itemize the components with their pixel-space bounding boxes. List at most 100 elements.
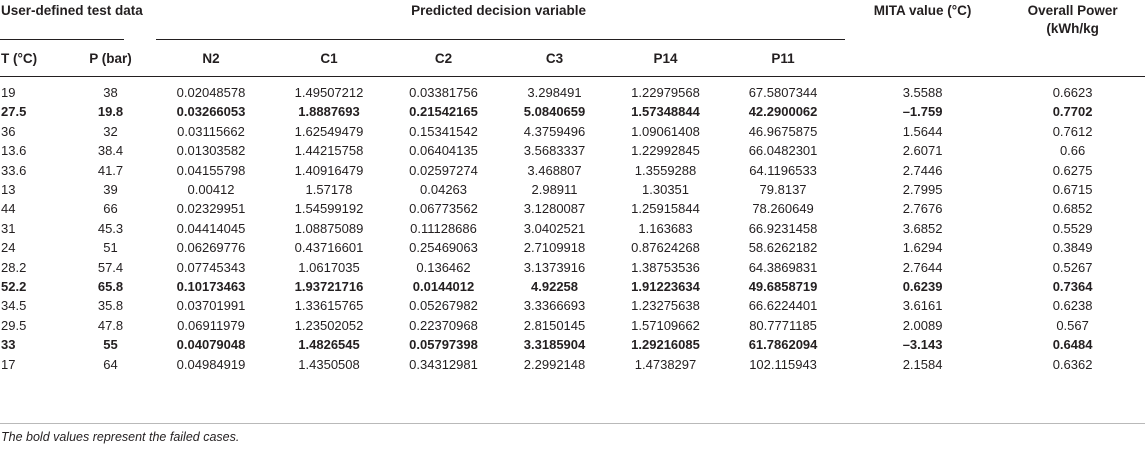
cell-p11: 78.260649 xyxy=(752,201,814,217)
table-body: 19 38 0.02048578 1.49507212 0.03381756 3.2984… xyxy=(0,83,1145,374)
cell-n2: 0.07745343 xyxy=(176,259,246,275)
cell-c3: 3.5683337 xyxy=(523,143,586,159)
cell-n2: 0.06911979 xyxy=(177,317,245,333)
cell-t: 29.5 xyxy=(1,317,27,333)
cell-p11: 42.2900062 xyxy=(748,104,818,120)
table-row: 17 64 0.04984919 1.4350508 0.34312981 2.29921… xyxy=(0,355,1145,374)
cell-c3: 2.2992148 xyxy=(523,356,586,372)
cell-mita: –3.143 xyxy=(902,337,943,353)
cell-p14: 1.09061408 xyxy=(631,123,700,139)
cell-t: 33.6 xyxy=(1,162,27,178)
cell-c1: 1.49507212 xyxy=(294,85,364,100)
cell-c3: 2.8150145 xyxy=(523,317,586,333)
cell-p: 35.8 xyxy=(97,298,124,314)
cell-power: 0.6623 xyxy=(1052,85,1093,100)
cell-mita: 3.6161 xyxy=(902,298,943,314)
bottom-rule xyxy=(0,423,1145,424)
cell-c2: 0.06404135 xyxy=(409,143,478,159)
cell-p11: 66.6224401 xyxy=(748,298,818,314)
cell-power: 0.567 xyxy=(1056,317,1089,333)
cell-power: 0.6484 xyxy=(1052,337,1093,353)
cell-c3: 3.1373916 xyxy=(523,259,586,275)
table-row: 13.6 38.4 0.01303582 1.44215758 0.06404135 3.… xyxy=(0,141,1145,160)
cell-c1: 1.54599192 xyxy=(294,201,364,217)
cell-t: 44 xyxy=(1,201,16,217)
cell-power: 0.3849 xyxy=(1052,240,1093,256)
cell-c1: 1.93721716 xyxy=(294,279,364,295)
cell-p14: 1.3559288 xyxy=(634,162,697,178)
cell-t: 28.2 xyxy=(1,259,27,275)
cell-c2: 0.03381756 xyxy=(409,85,478,100)
cell-power: 0.5267 xyxy=(1052,259,1093,275)
col-header-c1: C1 xyxy=(320,50,338,66)
cell-c3: 3.298491 xyxy=(527,85,582,100)
cell-p: 47.8 xyxy=(97,317,124,333)
cell-p11: 46.9675875 xyxy=(748,123,818,139)
cell-p14: 1.91223634 xyxy=(631,279,700,295)
cell-t: 17 xyxy=(1,356,16,372)
cell-p: 39 xyxy=(103,182,118,198)
table-row: 19 38 0.02048578 1.49507212 0.03381756 3.2984… xyxy=(0,83,1145,102)
cell-n2: 0.06269776 xyxy=(176,240,246,256)
cell-power: 0.7612 xyxy=(1052,123,1093,139)
table-row: 52.2 65.8 0.10173463 1.93721716 0.0144012 4.9… xyxy=(0,277,1145,296)
cell-c1: 1.4350508 xyxy=(298,356,360,372)
cell-mita: 2.7676 xyxy=(902,201,943,217)
cell-c3: 4.92258 xyxy=(531,279,579,295)
cell-p: 57.4 xyxy=(97,259,124,275)
cell-t: 13.6 xyxy=(1,143,27,159)
cell-p11: 102.115943 xyxy=(749,356,817,372)
col-header-p: P (bar) xyxy=(89,50,132,66)
col-header-c3: C3 xyxy=(545,50,564,66)
cell-mita: 2.7644 xyxy=(902,259,943,275)
table-row: 13 39 0.00412 1.57178 0.04263 2.98911 1.30351 7… xyxy=(0,180,1145,199)
cell-t: 19 xyxy=(1,85,16,100)
cell-c3: 2.98911 xyxy=(531,182,578,198)
cell-mita: 2.6071 xyxy=(902,143,943,159)
cell-p11: 80.7771185 xyxy=(749,317,817,333)
cell-power: 0.7364 xyxy=(1052,279,1093,295)
cell-p11: 61.7862094 xyxy=(748,337,818,353)
cell-c1: 1.8887693 xyxy=(298,104,360,120)
cell-n2: 0.04414045 xyxy=(176,220,246,236)
table-row: 33.6 41.7 0.04155798 1.40916479 0.02597274 3.… xyxy=(0,161,1145,180)
table-row: 31 45.3 0.04414045 1.08875089 0.11128686 3.04… xyxy=(0,219,1145,238)
cell-c1: 1.0617035 xyxy=(298,259,360,275)
cell-c2: 0.0144012 xyxy=(412,279,475,295)
header-predicted-decision-variable: Predicted decision variable xyxy=(152,0,846,40)
cell-mita: 2.1584 xyxy=(902,356,943,372)
cell-p: 65.8 xyxy=(97,279,124,295)
col-header-c2: C2 xyxy=(434,50,453,66)
cell-mita: 3.6852 xyxy=(902,220,943,236)
table-row: 27.5 19.8 0.03266053 1.8887693 0.21542165 5.0… xyxy=(0,102,1145,121)
cell-t: 52.2 xyxy=(1,279,27,295)
cell-n2: 0.04984919 xyxy=(176,356,246,372)
col-header-t: T (°C) xyxy=(1,50,38,66)
cell-p14: 1.30351 xyxy=(642,182,690,198)
cell-c1: 1.23502052 xyxy=(294,317,364,333)
cell-p11: 66.9231458 xyxy=(748,220,818,236)
cell-p14: 1.29216085 xyxy=(631,337,700,353)
cell-p14: 0.87624268 xyxy=(631,240,700,256)
cell-power: 0.6852 xyxy=(1052,201,1093,217)
cell-n2: 0.04155798 xyxy=(176,162,246,178)
cell-power: 0.6715 xyxy=(1052,182,1093,198)
table-row: 34.5 35.8 0.03701991 1.33615765 0.05267982 3.… xyxy=(0,296,1145,315)
col-header-p11: P11 xyxy=(771,50,795,66)
cell-p14: 1.22979568 xyxy=(631,85,700,100)
cell-mita: 1.5644 xyxy=(902,123,943,139)
cell-c2: 0.21542165 xyxy=(409,104,478,120)
cell-c1: 1.44215758 xyxy=(294,143,364,159)
cell-mita: 2.7446 xyxy=(902,162,943,178)
cell-c3: 3.1280087 xyxy=(523,201,586,217)
cell-c2: 0.25469063 xyxy=(409,240,478,256)
cell-t: 34.5 xyxy=(1,298,27,314)
cell-p14: 1.25915844 xyxy=(631,201,700,217)
cell-c3: 3.3185904 xyxy=(523,337,586,353)
cell-mita: 2.0089 xyxy=(902,317,943,333)
cell-c2: 0.06773562 xyxy=(409,201,478,217)
cell-p14: 1.38753536 xyxy=(631,259,700,275)
cell-c2: 0.34312981 xyxy=(409,356,478,372)
cell-c3: 3.0402521 xyxy=(523,220,586,236)
